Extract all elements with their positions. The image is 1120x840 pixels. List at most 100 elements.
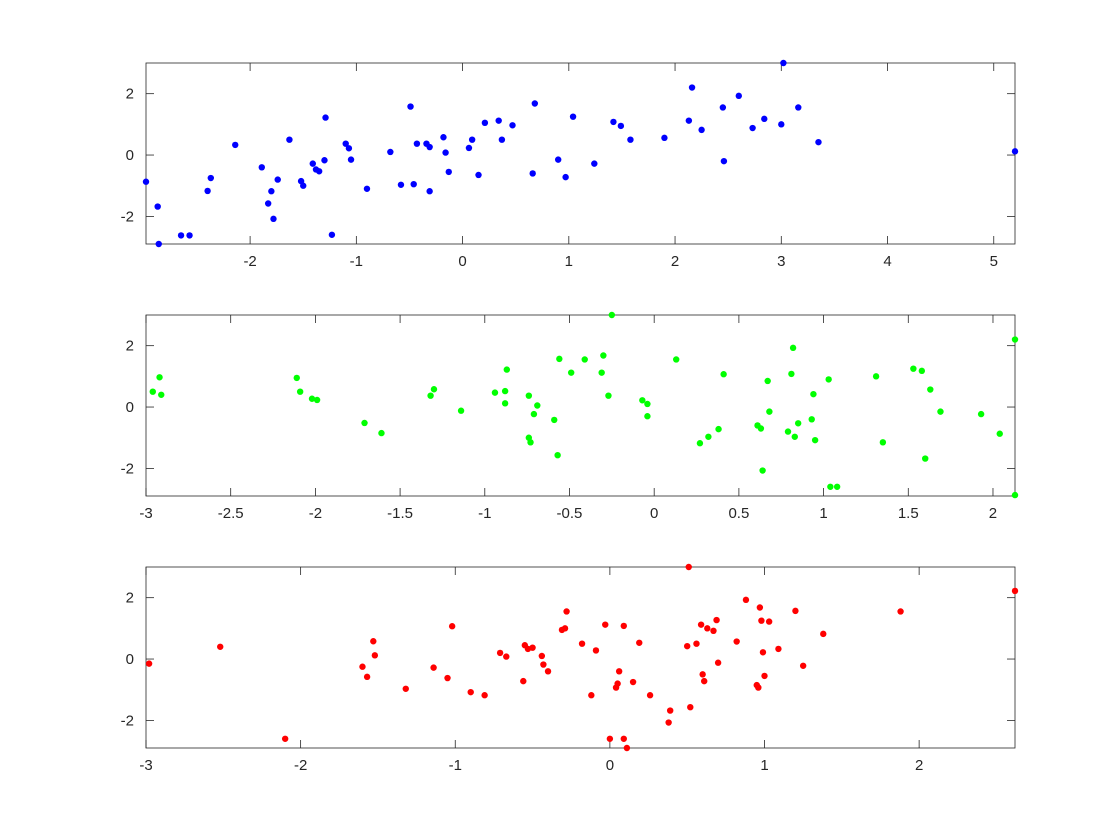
data-point [792,607,799,615]
data-point [397,181,405,188]
data-point [820,630,827,638]
data-point [605,392,612,399]
data-point [204,187,211,195]
data-point [623,744,631,752]
data-point [755,684,762,691]
data-point [468,136,476,143]
data-point [410,180,417,188]
series-0 [149,311,1019,499]
data-point [177,232,185,239]
data-point [503,653,510,660]
data-point [592,647,600,654]
x-tick-label: 1 [760,757,768,774]
data-point [629,678,637,686]
data-point [527,439,534,446]
data-point [879,439,887,446]
data-point [794,420,802,427]
data-point [578,640,586,647]
data-point [563,608,570,615]
data-point [757,425,765,432]
data-point [614,680,621,687]
data-point [922,455,929,462]
data-point [156,374,163,381]
data-point [501,387,509,395]
data-point [155,240,162,248]
data-point [644,413,651,420]
data-point [698,126,705,134]
data-point [501,400,509,407]
data-point [142,178,150,185]
data-point [735,92,742,100]
data-point [810,390,817,398]
data-point [775,645,782,653]
data-point [158,391,165,398]
data-point [720,157,728,165]
data-point [759,649,767,656]
data-point [554,451,561,459]
data-point [387,148,394,156]
data-point [300,182,307,189]
data-point [761,672,768,680]
data-point [562,173,569,181]
data-point [661,134,668,142]
data-point [544,668,552,675]
data-point [789,344,797,352]
data-point [496,649,504,657]
data-point [274,176,281,183]
data-point [710,627,717,635]
data-point [833,483,841,490]
data-point [293,374,300,382]
data-point [321,157,328,164]
data-point [927,386,934,393]
axes-box [145,314,1016,497]
data-point [186,232,193,239]
data-point [258,164,265,171]
data-point [615,668,623,675]
data-point [872,373,880,380]
data-point [540,661,547,668]
data-point [764,377,771,385]
data-point [268,188,275,195]
data-point [448,623,456,630]
x-tick-label: 2 [989,505,997,522]
y-tick-label: 2 [126,338,134,355]
data-point [693,640,700,647]
data-point [149,388,156,395]
data-point [407,103,414,110]
y-tick-label: -2 [121,460,134,477]
data-point [685,563,692,571]
data-point [720,371,727,378]
x-tick-label: 0 [606,757,614,774]
x-tick-label: -2.5 [218,505,244,522]
data-point [567,369,575,376]
data-point [467,688,474,696]
data-point [530,410,538,418]
data-point [581,356,588,363]
data-point [620,735,627,742]
x-tick-label: -1 [350,253,363,270]
data-point [1011,587,1019,595]
data-point [328,231,336,238]
data-point [910,365,917,372]
data-point [788,370,795,378]
axes-box [145,566,1016,749]
subplot-3: -3 -2 -1 0 1 2 -2 0 2 [121,563,1019,774]
x-tick-label: 0.5 [728,505,749,522]
data-point [457,407,465,414]
x-tick-label: 5 [990,253,998,270]
data-point [534,402,541,409]
y-tick-label: 2 [126,86,134,103]
data-point [795,104,802,111]
data-point [719,104,727,111]
data-point [491,389,499,396]
data-point [503,366,511,373]
series-0 [145,563,1019,752]
x-tick-label: -1.5 [387,505,413,522]
x-tick-label: -3 [139,757,152,774]
data-point [918,367,926,375]
data-point [347,156,355,163]
data-point [561,625,569,632]
data-point [440,134,447,141]
data-point [701,677,708,685]
